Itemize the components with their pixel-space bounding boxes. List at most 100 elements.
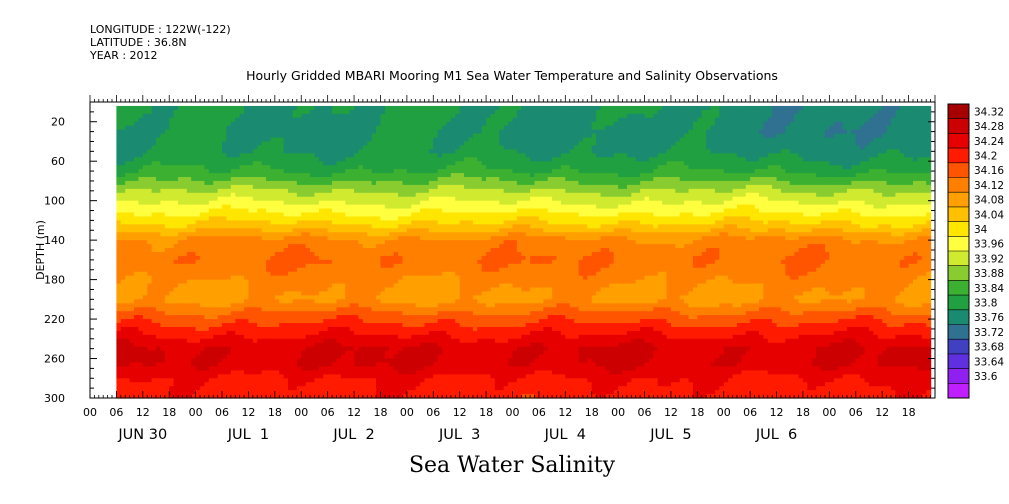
salinity-cell [279,157,285,162]
salinity-cell [195,390,201,395]
salinity-cell [406,200,412,206]
salinity-cell [244,216,250,221]
salinity-cell [305,366,311,371]
salinity-cell [349,326,355,332]
salinity-cell [332,176,338,182]
salinity-cell [345,382,351,387]
salinity-cell [296,346,302,352]
salinity-cell [296,224,302,229]
salinity-cell [336,259,342,265]
salinity-cell [252,330,258,336]
salinity-cell [182,117,188,123]
salinity-cell [230,157,236,162]
salinity-cell [191,271,197,277]
salinity-cell [270,326,276,332]
salinity-cell [213,220,219,225]
salinity-cell [204,287,210,293]
salinity-cell [380,232,386,237]
salinity-cell [332,263,338,269]
salinity-cell [182,244,188,249]
salinity-cell [283,374,289,379]
salinity-cell [134,240,140,245]
salinity-cell [142,141,148,147]
salinity-cell [156,157,162,162]
salinity-cell [151,216,157,221]
salinity-cell [393,121,399,127]
salinity-cell [244,113,250,119]
salinity-cell [230,180,236,186]
salinity-cell [376,255,382,261]
salinity-cell [178,311,184,316]
salinity-cell [182,141,188,147]
salinity-cell [349,338,355,344]
salinity-cell [402,299,408,304]
salinity-cell [327,374,333,379]
salinity-cell [354,153,360,158]
salinity-cell [327,251,333,257]
salinity-cell [252,204,258,210]
salinity-cell [244,382,250,387]
salinity-cell [226,366,232,371]
salinity-cell [318,326,324,332]
salinity-cell [406,216,412,221]
salinity-cell [274,248,280,253]
salinity-cell [178,267,184,273]
salinity-cell [288,220,294,225]
salinity-cell [380,149,386,154]
salinity-cell [156,125,162,131]
salinity-cell [156,184,162,190]
salinity-cell [266,224,272,229]
salinity-cell [266,232,272,237]
salinity-cell [213,271,219,277]
salinity-cell [138,299,144,304]
salinity-cell [296,216,302,221]
salinity-cell [217,149,223,154]
salinity-cell [362,184,368,190]
salinity-cell [239,255,245,261]
salinity-cell [266,251,272,257]
salinity-cell [279,311,285,316]
salinity-cell [138,161,144,166]
salinity-cell [164,149,170,154]
salinity-cell [301,275,307,281]
salinity-cell [213,105,219,111]
salinity-cell [138,354,144,360]
salinity-cell [151,386,157,391]
salinity-cell [314,208,320,214]
salinity-cell [226,125,232,131]
salinity-cell [380,279,386,285]
salinity-cell [191,295,197,300]
salinity-cell [288,149,294,154]
salinity-cell [340,366,346,371]
salinity-cell [142,311,148,316]
salinity-cell [389,109,395,115]
salinity-cell [371,232,377,237]
salinity-cell [147,137,153,143]
salinity-cell [279,153,285,158]
salinity-cell [142,180,148,186]
salinity-cell [323,109,329,115]
salinity-cell [191,334,197,340]
salinity-cell [270,378,276,383]
salinity-cell [336,311,342,316]
salinity-cell [169,113,175,119]
salinity-cell [274,394,280,399]
salinity-cell [274,263,280,269]
salinity-cell [226,382,232,387]
salinity-cell [301,251,307,257]
salinity-cell [116,311,122,316]
salinity-cell [389,358,395,364]
salinity-cell [345,259,351,265]
salinity-cell [178,200,184,206]
salinity-cell [371,267,377,273]
salinity-cell [195,275,201,281]
salinity-cell [217,196,223,202]
salinity-cell [226,307,232,312]
salinity-cell [358,145,364,150]
salinity-cell [336,350,342,356]
salinity-cell [270,216,276,221]
salinity-cell [151,382,157,387]
salinity-cell [327,236,333,241]
salinity-cell [147,188,153,194]
salinity-cell [384,330,390,336]
